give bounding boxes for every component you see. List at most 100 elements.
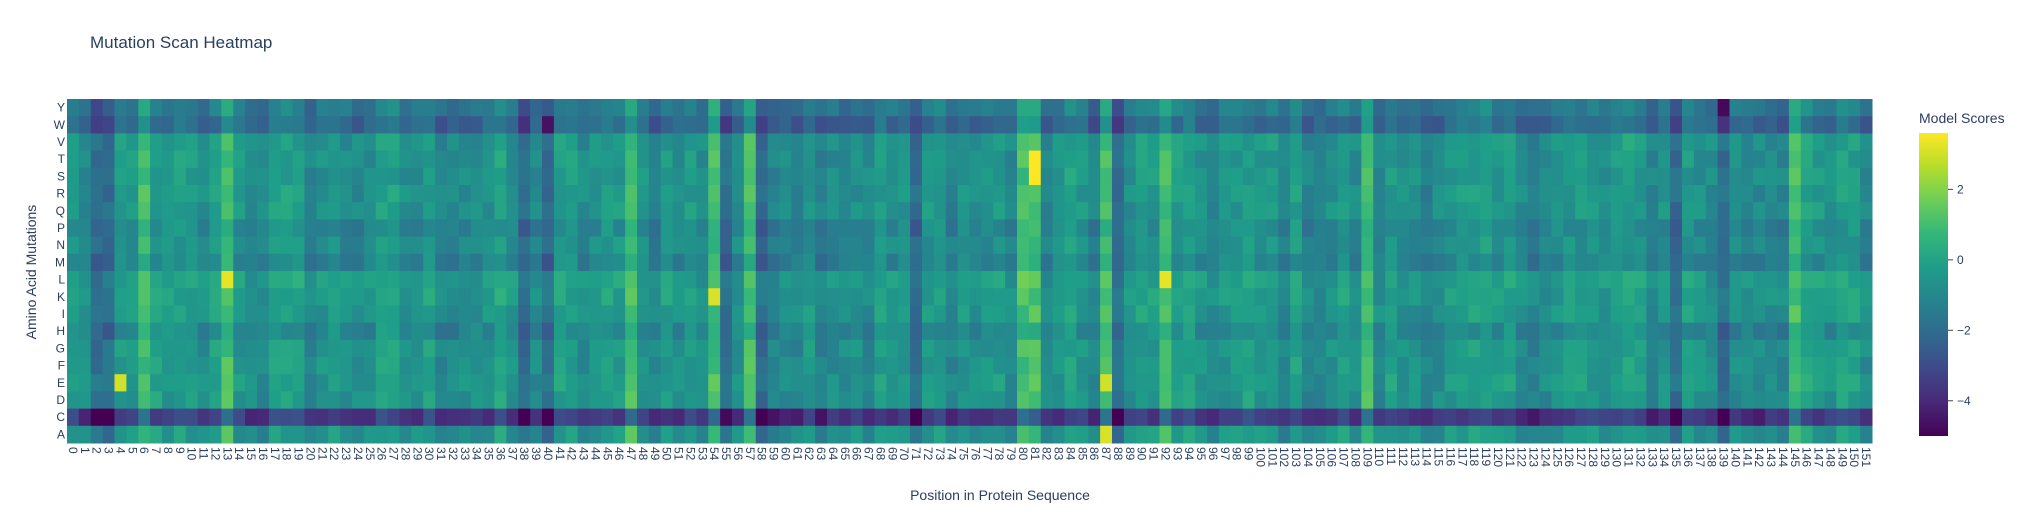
- heatmap-cell[interactable]: [1598, 99, 1612, 117]
- heatmap-cell[interactable]: [1765, 150, 1778, 169]
- heatmap-cell[interactable]: [1860, 167, 1873, 186]
- heatmap-cell[interactable]: [1480, 322, 1493, 341]
- heatmap-cell[interactable]: [779, 305, 792, 324]
- heatmap-cell[interactable]: [803, 185, 816, 203]
- heatmap-cell[interactable]: [1670, 339, 1683, 358]
- heatmap-cell[interactable]: [637, 408, 650, 427]
- heatmap-cell[interactable]: [1812, 185, 1826, 203]
- heatmap-cell[interactable]: [648, 374, 662, 392]
- heatmap-cell[interactable]: [838, 305, 852, 324]
- heatmap-cell[interactable]: [1361, 150, 1374, 169]
- heatmap-cell[interactable]: [1800, 391, 1814, 410]
- heatmap-cell[interactable]: [910, 322, 923, 341]
- heatmap-cell[interactable]: [530, 339, 543, 358]
- heatmap-cell[interactable]: [1290, 219, 1303, 238]
- heatmap-cell[interactable]: [363, 150, 377, 169]
- heatmap-cell[interactable]: [993, 408, 1006, 427]
- heatmap-cell[interactable]: [1717, 305, 1731, 324]
- heatmap-cell[interactable]: [518, 271, 531, 289]
- heatmap-cell[interactable]: [67, 202, 80, 220]
- heatmap-cell[interactable]: [411, 133, 424, 152]
- heatmap-cell[interactable]: [1563, 202, 1576, 220]
- heatmap-cell[interactable]: [1159, 322, 1172, 341]
- heatmap-cell[interactable]: [114, 288, 127, 306]
- heatmap-cell[interactable]: [1171, 99, 1184, 117]
- heatmap-cell[interactable]: [1598, 374, 1612, 392]
- heatmap-cell[interactable]: [399, 408, 412, 427]
- heatmap-cell[interactable]: [684, 133, 697, 152]
- heatmap-cell[interactable]: [993, 133, 1006, 152]
- heatmap-cell[interactable]: [1207, 357, 1220, 375]
- heatmap-cell[interactable]: [1456, 219, 1469, 238]
- heatmap-cell[interactable]: [90, 322, 104, 341]
- heatmap-cell[interactable]: [1800, 116, 1814, 134]
- heatmap-cell[interactable]: [482, 271, 496, 289]
- heatmap-cell[interactable]: [173, 357, 187, 375]
- heatmap-cell[interactable]: [1123, 271, 1137, 289]
- heatmap-cell[interactable]: [328, 271, 341, 289]
- heatmap-cell[interactable]: [1397, 391, 1410, 410]
- heatmap-cell[interactable]: [969, 391, 982, 410]
- heatmap-cell[interactable]: [316, 322, 329, 341]
- heatmap-cell[interactable]: [1456, 425, 1469, 444]
- heatmap-cell[interactable]: [1230, 322, 1244, 341]
- heatmap-cell[interactable]: [1088, 99, 1101, 117]
- heatmap-cell[interactable]: [1646, 133, 1659, 152]
- heatmap-cell[interactable]: [1230, 305, 1244, 324]
- heatmap-cell[interactable]: [779, 322, 792, 341]
- heatmap-cell[interactable]: [1610, 219, 1624, 238]
- heatmap-cell[interactable]: [993, 202, 1006, 220]
- heatmap-cell[interactable]: [1575, 99, 1588, 117]
- heatmap-cell[interactable]: [1171, 236, 1184, 255]
- heatmap-cell[interactable]: [1325, 374, 1339, 392]
- heatmap-cell[interactable]: [1717, 202, 1731, 220]
- heatmap-cell[interactable]: [874, 219, 887, 238]
- heatmap-cell[interactable]: [304, 167, 317, 186]
- heatmap-cell[interactable]: [1658, 236, 1671, 255]
- heatmap-cell[interactable]: [150, 219, 163, 238]
- heatmap-cell[interactable]: [1788, 167, 1802, 186]
- heatmap-cell[interactable]: [518, 219, 531, 238]
- heatmap-cell[interactable]: [945, 202, 959, 220]
- heatmap-cell[interactable]: [411, 99, 424, 117]
- heatmap-cell[interactable]: [411, 391, 424, 410]
- heatmap-cell[interactable]: [162, 391, 175, 410]
- heatmap-cell[interactable]: [1753, 116, 1766, 134]
- heatmap-cell[interactable]: [1147, 339, 1161, 358]
- heatmap-cell[interactable]: [969, 271, 982, 289]
- heatmap-cell[interactable]: [387, 322, 401, 341]
- heatmap-cell[interactable]: [732, 150, 745, 169]
- heatmap-cell[interactable]: [340, 425, 353, 444]
- heatmap-cell[interactable]: [1302, 322, 1315, 341]
- heatmap-cell[interactable]: [696, 236, 709, 255]
- heatmap-cell[interactable]: [1658, 339, 1671, 358]
- heatmap-cell[interactable]: [648, 185, 662, 203]
- heatmap-cell[interactable]: [1468, 202, 1481, 220]
- heatmap-cell[interactable]: [1765, 357, 1778, 375]
- heatmap-cell[interactable]: [577, 322, 591, 341]
- heatmap-cell[interactable]: [1159, 271, 1172, 289]
- heatmap-cell[interactable]: [221, 133, 234, 152]
- heatmap-cell[interactable]: [815, 116, 828, 134]
- heatmap-cell[interactable]: [67, 150, 80, 169]
- heatmap-cell[interactable]: [660, 305, 674, 324]
- heatmap-cell[interactable]: [1112, 99, 1125, 117]
- heatmap-cell[interactable]: [1183, 236, 1196, 255]
- heatmap-cell[interactable]: [732, 271, 745, 289]
- heatmap-cell[interactable]: [78, 408, 92, 427]
- heatmap-cell[interactable]: [1515, 236, 1529, 255]
- heatmap-cell[interactable]: [874, 374, 887, 392]
- heatmap-cell[interactable]: [1515, 150, 1529, 169]
- heatmap-cell[interactable]: [696, 271, 709, 289]
- heatmap-cell[interactable]: [1290, 99, 1303, 117]
- heatmap-cell[interactable]: [993, 339, 1006, 358]
- heatmap-cell[interactable]: [375, 374, 389, 392]
- heatmap-cell[interactable]: [447, 167, 460, 186]
- heatmap-cell[interactable]: [1207, 425, 1220, 444]
- heatmap-cell[interactable]: [648, 202, 662, 220]
- heatmap-cell[interactable]: [1385, 116, 1398, 134]
- heatmap-cell[interactable]: [993, 150, 1006, 169]
- heatmap-cell[interactable]: [1812, 271, 1826, 289]
- heatmap-cell[interactable]: [898, 339, 911, 358]
- heatmap-cell[interactable]: [1729, 357, 1742, 375]
